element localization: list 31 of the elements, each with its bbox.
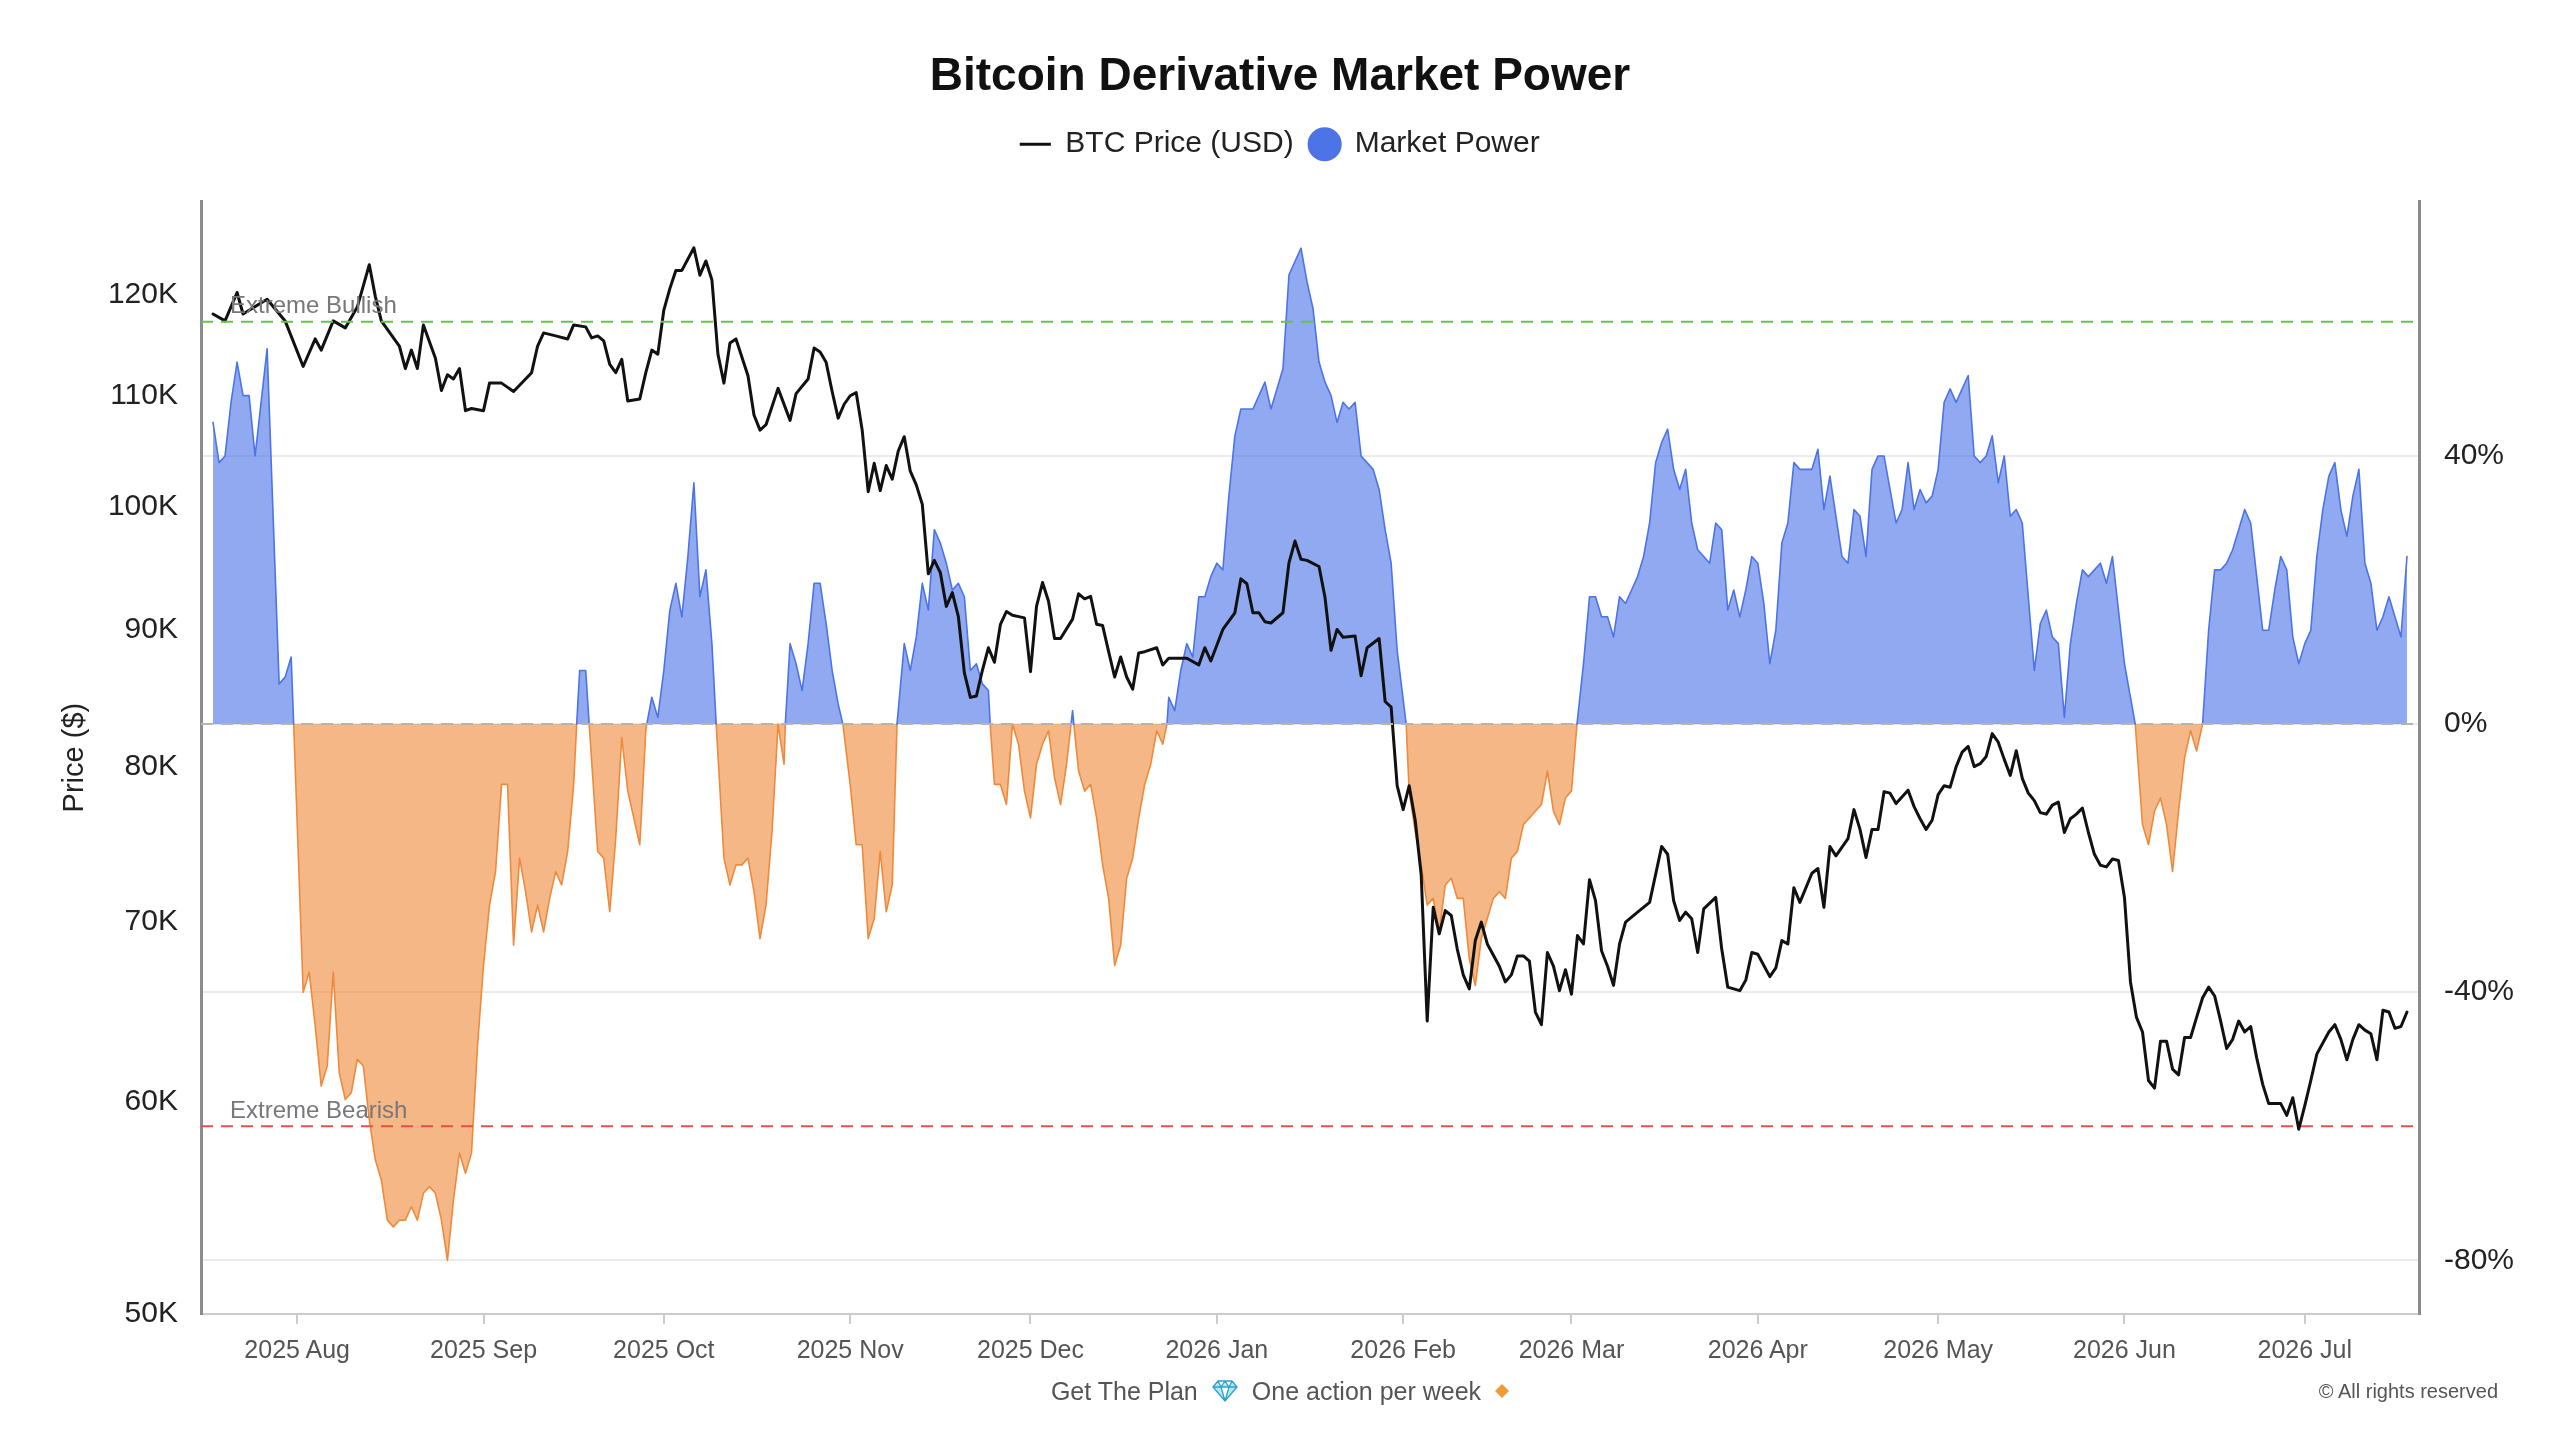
legend-label: BTC Price (USD) (1065, 125, 1294, 159)
text: One action per week (1251, 1376, 1482, 1406)
x-tick-label: 2026 May (1883, 1334, 1994, 1363)
y-tick-label: 50K (124, 1295, 178, 1329)
x-tick-label: 2025 Oct (613, 1334, 715, 1363)
y2-tick-label: -40% (2444, 973, 2515, 1007)
x-tick-label: 2026 Mar (1518, 1334, 1625, 1363)
y-axis-title: Price ($) (57, 702, 90, 813)
legend-label: Market Power (1354, 125, 1540, 159)
y-tick-label: 80K (124, 747, 178, 781)
y-tick-label: 110K (110, 377, 178, 411)
y2-tick-label: 0% (2444, 705, 2488, 739)
x-tick-label: 2025 Nov (796, 1334, 905, 1363)
x-tick-label: 2026 Apr (1707, 1334, 1808, 1363)
y-tick-label: 60K (124, 1082, 178, 1116)
x-tick-label: 2025 Sep (429, 1334, 538, 1363)
y-tick-label: 100K (107, 488, 178, 522)
y-tick-label: 120K (107, 275, 178, 309)
x-tick-label: 2025 Aug (244, 1334, 351, 1363)
y2-tick-label: -80% (2444, 1241, 2515, 1275)
x-tick-label: 2025 Dec (976, 1334, 1085, 1363)
y-tick-label: 90K (124, 610, 178, 644)
y-tick-label: 70K (124, 903, 178, 937)
text: Get The Plan (1050, 1376, 1198, 1406)
text: © All rights reserved (2318, 1380, 2498, 1402)
x-tick-label: 2026 Jun (2073, 1334, 2176, 1363)
y2-tick-label: 40% (2444, 437, 2505, 471)
chart-title: Bitcoin Derivative Market Power (929, 48, 1631, 101)
x-tick-label: 2026 Feb (1350, 1334, 1456, 1363)
x-tick-label: 2026 Jan (1165, 1334, 1269, 1363)
x-tick-label: 2026 Jul (2257, 1334, 2353, 1363)
